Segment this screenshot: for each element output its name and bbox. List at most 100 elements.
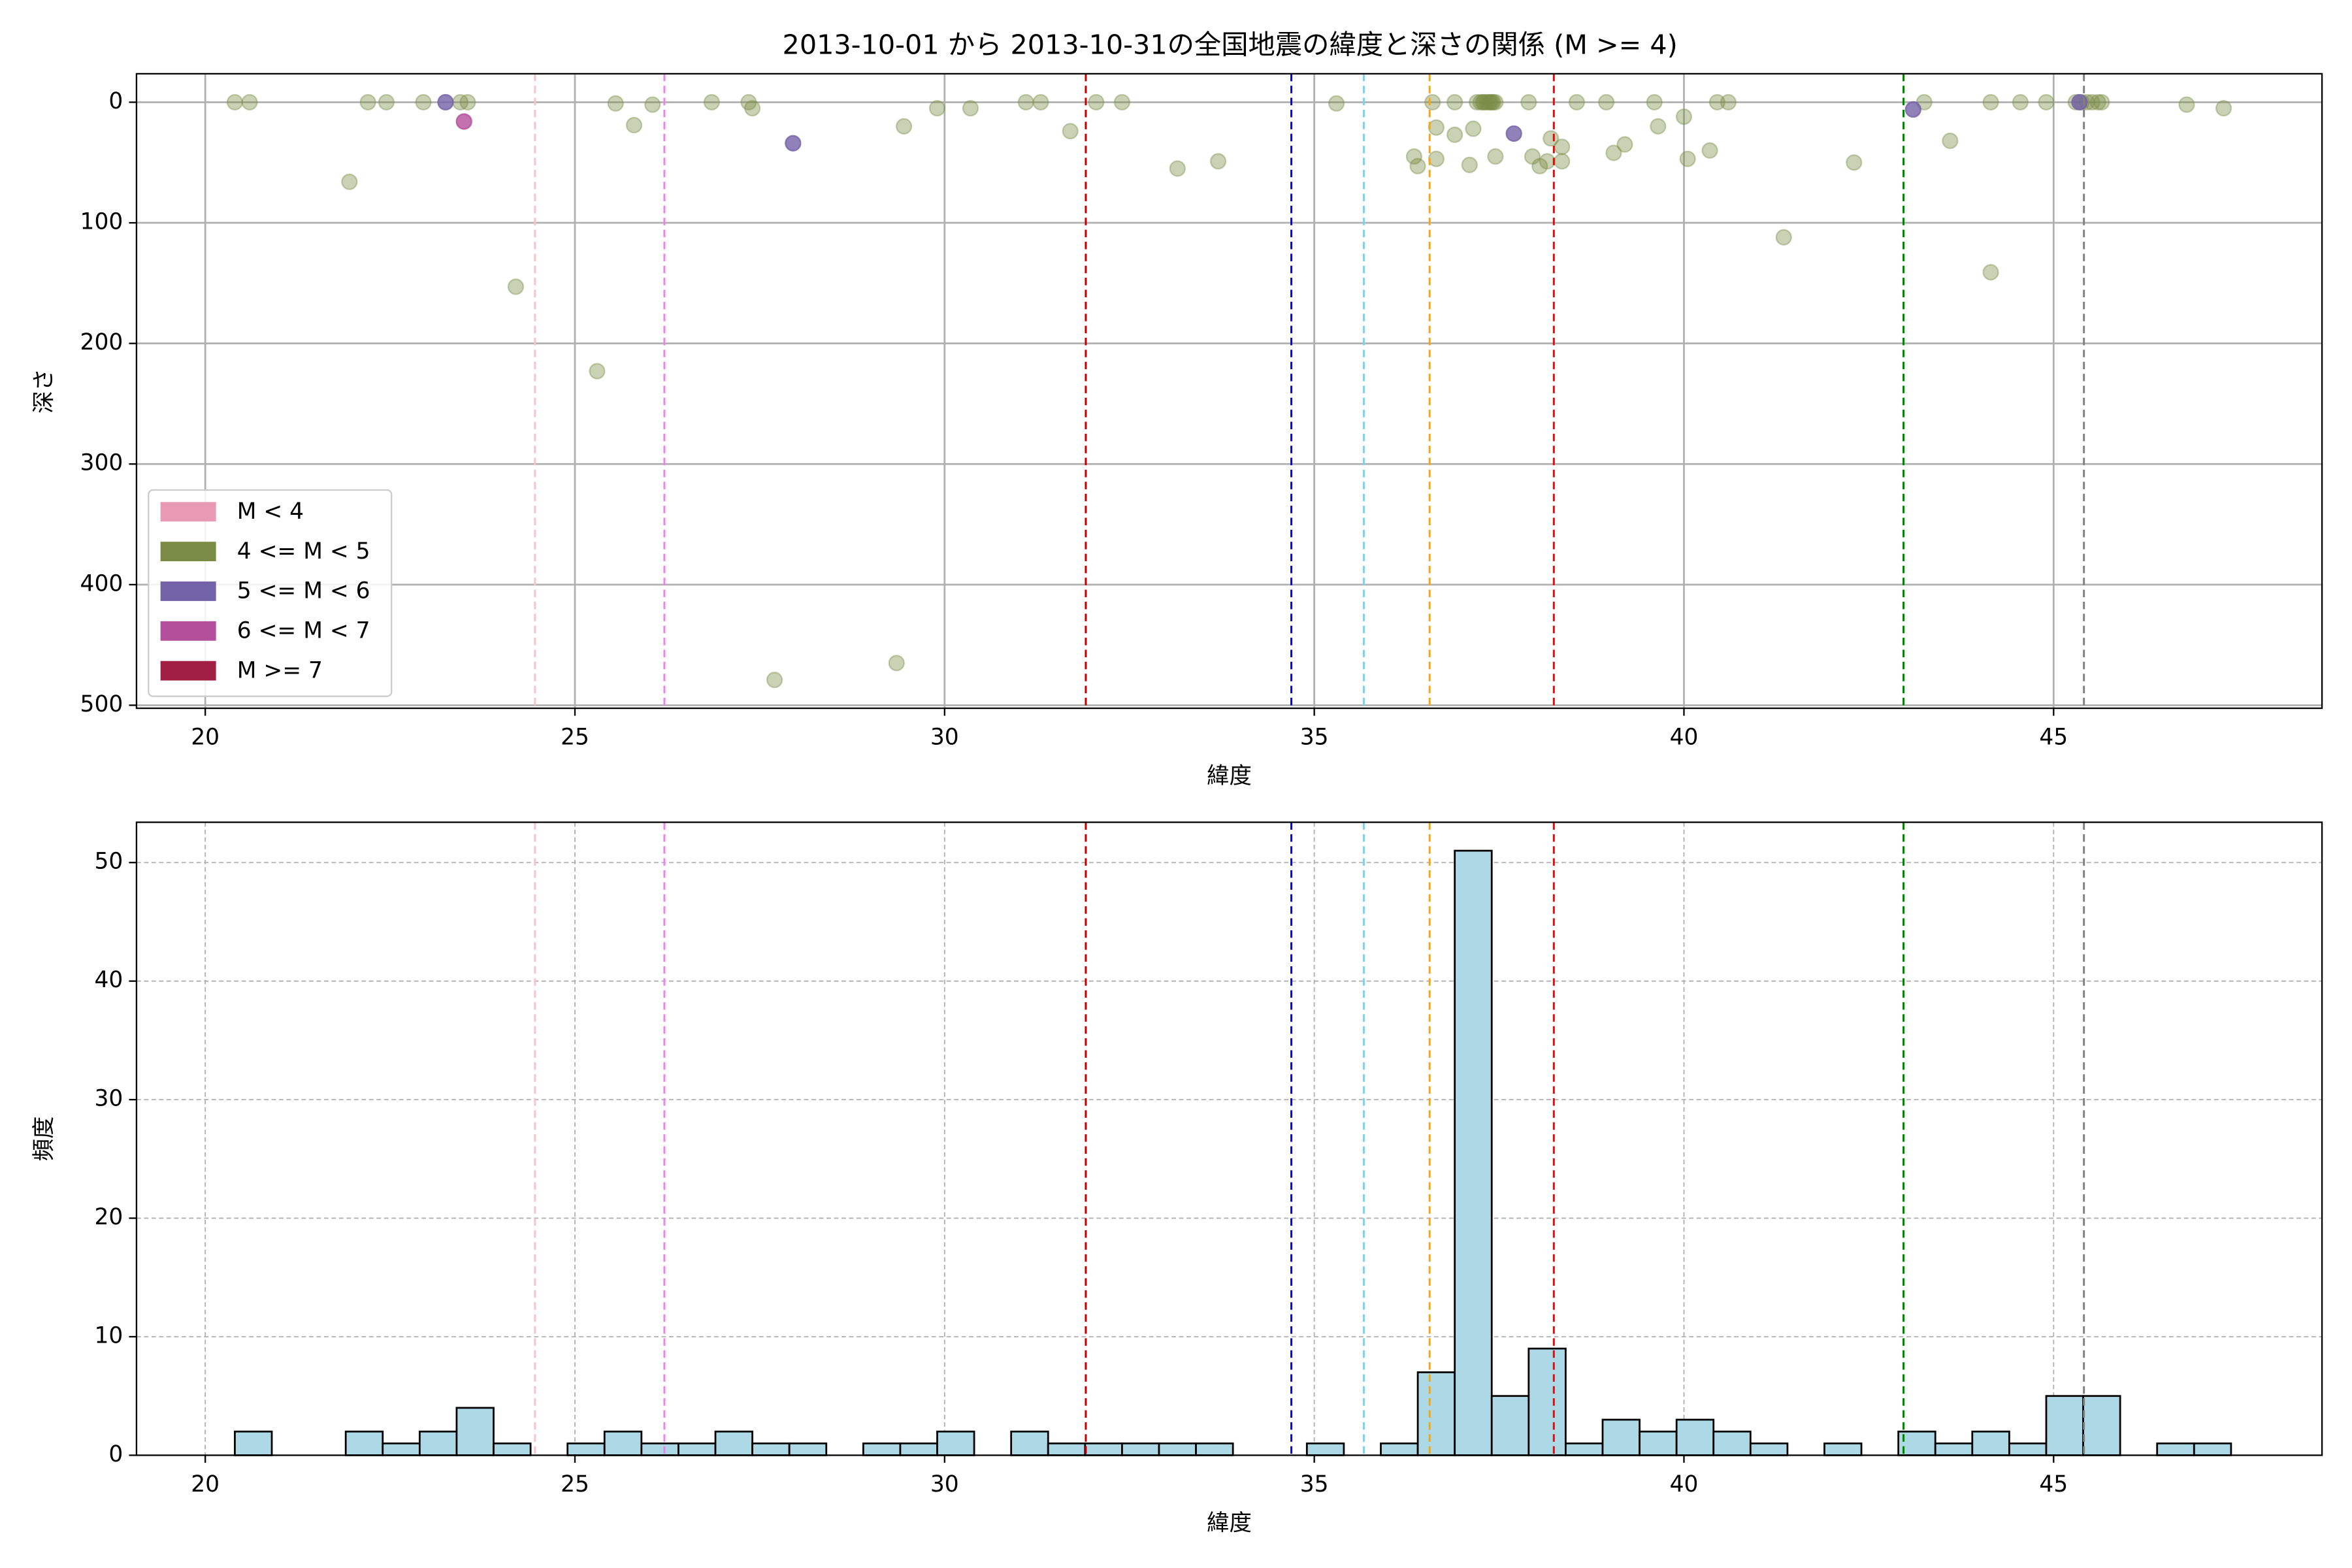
point [1846, 154, 1863, 171]
point [1531, 157, 1548, 174]
legend-swatch [160, 621, 216, 641]
point [1446, 93, 1463, 111]
bar [382, 1442, 421, 1456]
point [1487, 148, 1504, 165]
y-axis-label: 頻度 [31, 1117, 57, 1162]
point [1982, 93, 1999, 111]
point [1942, 132, 1959, 150]
point [1475, 93, 1492, 111]
point [607, 95, 624, 112]
y-tick-label: 0 [108, 88, 123, 114]
y-tick-label: 100 [80, 209, 123, 235]
point [766, 672, 783, 689]
point [1982, 264, 1999, 281]
point [2093, 93, 2110, 111]
x-tick-label: 25 [561, 724, 589, 750]
bar [1639, 1430, 1678, 1456]
legend-swatch [160, 542, 216, 562]
x-tick-label: 45 [2039, 724, 2068, 750]
point [743, 100, 761, 117]
point [1017, 93, 1034, 111]
point [378, 93, 395, 111]
point [241, 93, 258, 111]
point [1554, 139, 1571, 155]
point [1487, 93, 1504, 111]
point [1482, 93, 1499, 111]
point [1428, 150, 1445, 167]
bar [493, 1442, 532, 1456]
point [1708, 93, 1726, 111]
point [2178, 96, 2195, 113]
point [1088, 93, 1105, 111]
bar [1675, 1418, 1715, 1456]
bar [1749, 1442, 1789, 1456]
plot-frame [135, 73, 2323, 710]
point [703, 93, 720, 111]
x-tick-label: 35 [1300, 724, 1329, 750]
point [415, 93, 432, 111]
point [1465, 120, 1482, 137]
x-tick-label: 30 [930, 1471, 959, 1497]
point [459, 93, 476, 111]
bar [1601, 1418, 1641, 1456]
y-tick-label: 300 [80, 450, 123, 476]
bar [2082, 1395, 2121, 1456]
legend-label: 4 <= M < 5 [237, 538, 370, 564]
bar [418, 1430, 458, 1456]
bar [1084, 1442, 1123, 1456]
point [1113, 93, 1131, 111]
x-tick-label: 20 [191, 724, 220, 750]
bar [788, 1442, 828, 1456]
point [589, 363, 606, 380]
legend-label: M >= 7 [237, 657, 323, 683]
point [1484, 93, 1502, 111]
point [341, 173, 358, 190]
bar [455, 1407, 495, 1456]
point [1646, 93, 1663, 111]
point [437, 93, 454, 111]
bar [2008, 1442, 2048, 1456]
x-tick-label: 25 [561, 1471, 589, 1497]
bar [899, 1442, 938, 1456]
x-tick-label: 40 [1670, 724, 1699, 750]
legend-swatch [160, 581, 216, 601]
point [226, 93, 244, 111]
point [1701, 142, 1718, 159]
y-tick-label: 200 [80, 329, 123, 355]
bar [1416, 1371, 1456, 1456]
point [785, 135, 802, 152]
bar [234, 1430, 273, 1456]
x-tick-label: 20 [191, 1471, 220, 1497]
point [1505, 125, 1522, 142]
point [2215, 100, 2232, 117]
point [1904, 101, 1921, 118]
point [359, 93, 376, 111]
point [740, 93, 757, 111]
x-axis-label: 緯度 [1207, 1511, 1252, 1537]
x-tick-label: 45 [2039, 1471, 2068, 1497]
point [1616, 136, 1633, 153]
point [507, 278, 525, 295]
legend: M < 4 4 <= M < 5 5 <= M < 6 6 <= M < 7 M >= … [148, 489, 393, 697]
plot-frame [135, 821, 2323, 1456]
point [1720, 93, 1737, 111]
bar [1712, 1430, 1752, 1456]
bar [2045, 1395, 2084, 1456]
bar [2193, 1442, 2232, 1456]
point [1605, 144, 1622, 161]
legend-box [148, 489, 393, 697]
point [1405, 148, 1423, 165]
point [1478, 93, 1495, 111]
legend-label: M < 4 [237, 498, 304, 525]
point [1209, 153, 1227, 170]
bar [714, 1430, 753, 1456]
point [1483, 93, 1500, 111]
x-tick-label: 35 [1300, 1471, 1329, 1497]
point [1468, 93, 1486, 111]
bar [1305, 1442, 1345, 1456]
point [1554, 153, 1571, 170]
point [1568, 93, 1586, 111]
point [1539, 153, 1556, 170]
point [1679, 150, 1696, 167]
